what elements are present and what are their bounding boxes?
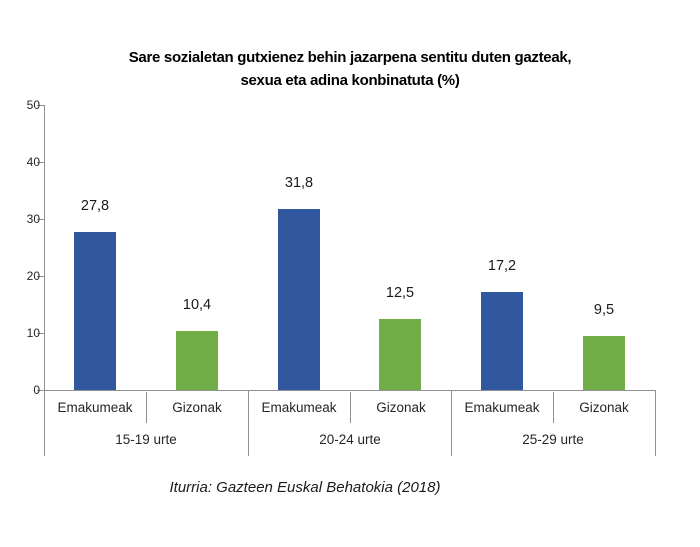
series-label-cell: Emakumeak bbox=[261, 400, 337, 415]
y-axis-tick-label: 50 bbox=[26, 98, 40, 112]
bar-value-label: 27,8 bbox=[80, 198, 110, 214]
y-axis-tick-label: 30 bbox=[26, 212, 40, 226]
y-axis-tick bbox=[37, 162, 44, 163]
y-axis-tick-label: 20 bbox=[26, 269, 40, 283]
series-label-cell: Emakumeak bbox=[57, 400, 133, 415]
series-separator bbox=[553, 392, 554, 423]
chart-title-line1: Sare sozialetan gutxienez behin jazarpen… bbox=[128, 49, 572, 66]
bar-gizonak bbox=[176, 331, 218, 390]
category-label-cell: 25-29 urte bbox=[522, 432, 584, 447]
chart-title: Sare sozialetan gutxienez behin jazarpen… bbox=[0, 46, 700, 92]
chart-title-line2: sexua eta adina konbinatuta (%) bbox=[240, 72, 460, 89]
series-separator bbox=[350, 392, 351, 423]
y-axis-tick-label: 40 bbox=[26, 155, 40, 169]
y-axis-tick bbox=[37, 333, 44, 334]
y-axis-tick bbox=[37, 219, 44, 220]
bar-emakumeak bbox=[481, 292, 523, 390]
series-separator bbox=[146, 392, 147, 423]
bar-gizonak bbox=[379, 319, 421, 390]
bar-value-label: 10,4 bbox=[182, 297, 212, 313]
category-label-cell: 15-19 urte bbox=[115, 432, 177, 447]
category-separator bbox=[451, 390, 452, 456]
series-label-cell: Gizonak bbox=[172, 400, 222, 415]
category-label-cell: 20-24 urte bbox=[319, 432, 381, 447]
y-axis-tick-label: 10 bbox=[26, 326, 40, 340]
y-axis-tick bbox=[37, 390, 44, 391]
bar-value-label: 12,5 bbox=[385, 285, 415, 301]
y-axis-tick bbox=[37, 276, 44, 277]
category-separator bbox=[248, 390, 249, 456]
x-axis-line bbox=[44, 390, 656, 391]
series-label-cell: Gizonak bbox=[376, 400, 426, 415]
category-separator bbox=[44, 390, 45, 456]
bar-emakumeak bbox=[74, 232, 116, 390]
bar-value-label: 17,2 bbox=[487, 258, 517, 274]
bar-emakumeak bbox=[278, 209, 320, 390]
category-separator bbox=[655, 390, 656, 456]
bar-value-label: 9,5 bbox=[593, 302, 615, 318]
bar-value-label: 31,8 bbox=[284, 175, 314, 191]
y-axis-tick bbox=[37, 105, 44, 106]
y-axis-line bbox=[44, 105, 45, 390]
bar-gizonak bbox=[583, 336, 625, 390]
series-label-cell: Gizonak bbox=[579, 400, 629, 415]
series-label-cell: Emakumeak bbox=[464, 400, 540, 415]
source-note: Iturria: Gazteen Euskal Behatokia (2018) bbox=[169, 479, 441, 496]
y-axis-tick-label: 0 bbox=[33, 383, 40, 397]
